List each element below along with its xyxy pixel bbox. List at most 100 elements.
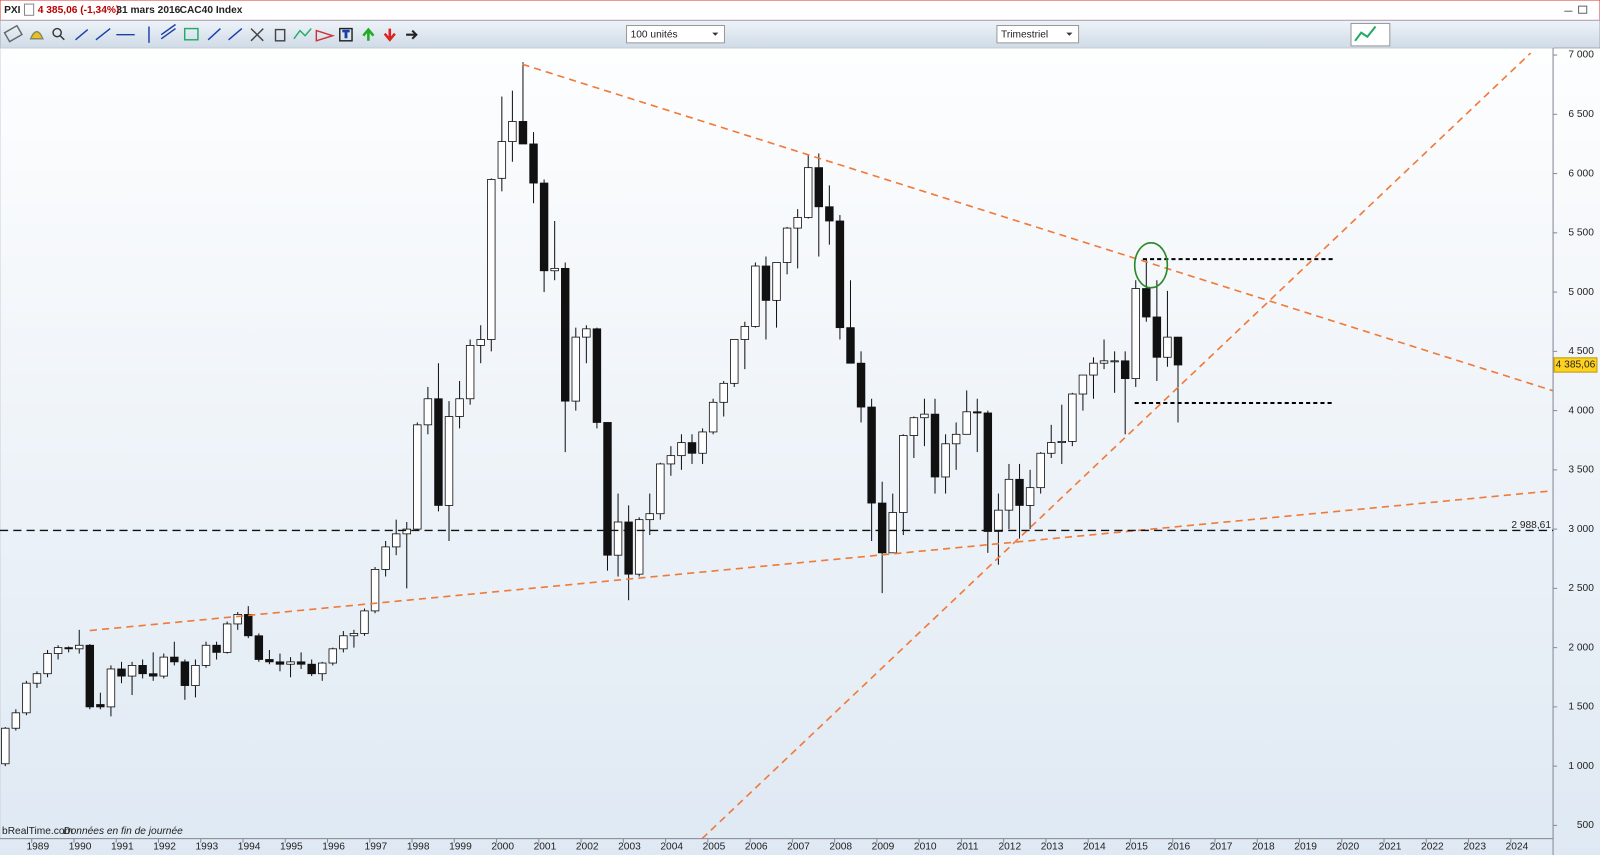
levels [1134,258,1335,405]
candle-body [339,635,348,650]
candle-body [930,413,940,478]
x-tick-label: 1996 [322,842,345,853]
y-tick-label: 2 000 [1568,642,1594,653]
candle-body [296,661,306,665]
candle-body [634,519,644,575]
candle-body [212,644,221,653]
y-tick-label: 3 500 [1568,465,1594,476]
candle-body [434,398,443,506]
candle-body [117,668,126,677]
trendline-support [89,489,1554,632]
period-value: Trimestriel [1001,29,1048,40]
candle-body [22,682,31,714]
x-tick-label: 2019 [1294,842,1317,853]
candle-body [920,413,929,419]
info-icon[interactable] [23,3,35,16]
y-tick-label: 2 500 [1568,583,1594,594]
candle-body [1089,362,1098,376]
candle-body [582,328,591,338]
candle-body [381,546,390,570]
candle-body [708,401,718,433]
x-tick-label: 2003 [618,842,641,853]
candle-body [793,217,802,229]
y-tick-label: 4 500 [1568,346,1594,357]
candle-body [656,463,665,515]
x-tick-label: 2014 [1083,842,1106,853]
candle-body [370,569,380,612]
candle-body [360,610,369,634]
x-tick-label: 1998 [407,842,430,853]
candle-body [888,512,897,554]
y-tick-label: 4 000 [1568,405,1594,416]
candle-body [413,424,422,530]
trendline-resistance [522,63,1554,392]
highlight-circle [1133,242,1169,289]
candle-body [244,614,253,637]
units-select[interactable] [626,24,725,44]
candle-body [529,143,538,184]
candle-body [1025,487,1035,506]
candle-body [645,513,654,521]
candle-body [1152,316,1162,358]
candle-body [772,262,781,301]
y-tick-label: 500 [1577,820,1594,831]
candle-body [159,656,168,677]
candle-body [814,167,824,208]
candle-body [170,656,179,663]
candle-body [730,339,739,384]
candle-body [571,336,581,402]
symbol: PXI [4,5,21,16]
candle-body [740,326,750,340]
candle-body [1120,360,1130,380]
price-change: 4 385,06 (-1,34%) [38,5,120,16]
x-tick-label: 2011 [957,842,979,853]
x-tick-label: 2010 [914,842,937,853]
candle-body [856,362,866,408]
x-tick-label: 1989 [26,842,49,853]
last-price-label: 4 385,06 [1556,360,1596,371]
x-tick-label: 2021 [1379,842,1402,853]
candle-body [11,712,21,729]
tools[interactable]: T [3,23,418,43]
x-tick-label: 2008 [829,842,852,853]
candle-body [497,141,507,179]
chart-style-button[interactable] [1350,22,1391,47]
candle-body [613,521,623,556]
candle-body [867,406,876,504]
x-tick-label: 2000 [491,842,514,853]
x-tick-label: 2013 [1041,842,1064,853]
maximize[interactable] [1578,5,1588,14]
candle-body [1173,336,1183,366]
dropdown-arrow [1066,32,1073,36]
candle-body [825,206,834,222]
x-tick-label: 1991 [111,842,134,853]
period-select[interactable] [996,24,1080,44]
candle-body [75,644,84,650]
candle-body [476,339,485,346]
candle-body [782,227,792,263]
candle-body [53,647,63,654]
chart-style-icon [1354,25,1377,42]
x-tick-label: 2016 [1168,842,1191,853]
candle-body [96,704,105,708]
candle-body [444,416,454,506]
candle-body [973,411,982,414]
x-tick-label: 2001 [534,842,557,853]
last-price-box [1553,357,1598,373]
candle-body [328,648,338,664]
candle-body [1,727,10,765]
y-tick-label: 6 500 [1568,109,1594,120]
candle-body [487,179,496,340]
x-tick-label: 1994 [238,842,261,853]
x-tick-label: 1995 [280,842,303,853]
x-tick-label: 2015 [1125,842,1148,853]
candle-body [666,455,676,465]
x-tick-label: 1999 [449,842,472,853]
y-tick-label: 6 000 [1568,168,1594,179]
candle-body [423,398,433,426]
plot-area [1,62,1183,767]
candle-body [254,635,264,660]
candle-body [1142,288,1151,318]
x-tick-label: 2017 [1210,842,1233,853]
candle-body [909,417,919,436]
